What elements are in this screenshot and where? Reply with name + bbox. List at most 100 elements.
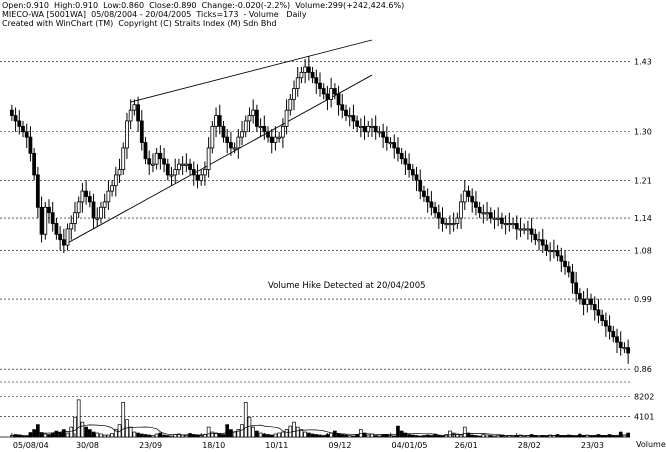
lower-trendline	[63, 74, 373, 246]
candle-body	[229, 142, 233, 149]
price-tick-label: 0.99	[634, 295, 652, 304]
date-tick-label: 05/08/04	[13, 441, 49, 450]
candle-body	[462, 190, 467, 203]
volume-bar	[273, 433, 278, 438]
volume-bar	[470, 434, 475, 438]
volume-bar	[106, 434, 111, 438]
volume-bar	[373, 435, 378, 438]
candle-body	[544, 244, 549, 251]
candle-body	[581, 298, 586, 305]
candle-body	[381, 131, 385, 138]
volume-bar	[392, 435, 397, 438]
chart-info-line-2: MIECO-WA [5001WA] 05/08/2004 - 20/04/200…	[2, 10, 307, 19]
volume-bar	[162, 434, 166, 438]
candle-body	[203, 169, 207, 176]
volume-bar	[474, 435, 478, 438]
price-tick-label: 1.30	[634, 128, 652, 137]
volume-bar	[537, 435, 541, 438]
candle-body	[269, 136, 274, 143]
candle-body	[225, 136, 230, 143]
candle-body	[492, 217, 497, 220]
candle-body	[251, 109, 256, 116]
candle-body	[455, 217, 460, 224]
volume-bar	[65, 432, 70, 438]
candle-body	[306, 66, 311, 73]
candle-body	[362, 125, 367, 133]
candle-body	[529, 228, 534, 235]
volume-bar	[384, 434, 389, 438]
volume-bar	[366, 434, 371, 438]
volume-bar	[615, 435, 619, 438]
volume-bar	[165, 435, 170, 438]
candle-body	[503, 223, 508, 226]
candle-body	[618, 341, 623, 349]
candle-body	[113, 174, 118, 187]
candle-body	[548, 250, 553, 253]
candle-body	[132, 104, 137, 111]
price-grid	[0, 61, 630, 383]
volume-bar	[503, 435, 508, 438]
volume-bar	[321, 435, 326, 438]
candle-body	[425, 196, 430, 203]
volume-bar	[13, 434, 18, 438]
candle-body	[125, 120, 129, 149]
volume-bar	[50, 432, 55, 438]
volume-bar	[559, 435, 564, 438]
volume-bar	[396, 425, 400, 438]
volume-bar	[600, 435, 604, 438]
volume-bar	[566, 434, 571, 438]
candle-body	[566, 266, 571, 273]
candle-body	[585, 298, 590, 305]
volume-bar	[522, 435, 527, 438]
volume-bar	[188, 433, 192, 438]
candle-body	[500, 217, 504, 224]
volume-bar	[462, 426, 467, 438]
volume-bar	[422, 435, 426, 438]
volume-bar	[139, 433, 144, 438]
candle-body	[266, 131, 270, 138]
candle-body	[299, 71, 304, 79]
volume-bar	[195, 434, 200, 438]
volume-bar	[381, 434, 385, 438]
date-tick-label: 10/11	[265, 441, 288, 450]
volume-tick-label: 4101	[634, 413, 654, 422]
candle-body	[177, 163, 181, 170]
volume-bar	[21, 435, 25, 438]
candle-body	[232, 147, 237, 150]
candle-body	[35, 174, 40, 208]
chart-info-line-3: Created with WinChart (TM) Copyright (C)…	[2, 19, 277, 28]
volume-bar	[518, 434, 523, 438]
volume-bar	[340, 434, 345, 438]
date-tick-label: 18/10	[202, 441, 225, 450]
volume-bar	[407, 434, 411, 438]
volume-axis-labels: 8202 4101 Volume	[634, 392, 666, 449]
volume-bar	[36, 424, 40, 438]
candle-body	[433, 206, 437, 214]
volume-bar	[43, 433, 48, 438]
candle-body	[106, 190, 111, 203]
candle-body	[596, 309, 601, 316]
volume-bar	[54, 430, 59, 438]
volume-grid	[0, 396, 630, 438]
candle-body	[73, 212, 77, 224]
date-tick-label: 28/02	[518, 441, 541, 450]
volume-bar	[281, 431, 285, 438]
candle-body	[143, 142, 148, 160]
candle-body	[570, 271, 575, 284]
volume-bar	[251, 426, 256, 438]
volume-bar	[143, 434, 148, 438]
candle-body	[318, 82, 322, 89]
volume-moving-average	[11, 424, 629, 436]
candle-body	[236, 136, 241, 149]
candle-body	[258, 125, 263, 128]
date-tick-label: 09/12	[328, 441, 351, 450]
candle-body	[555, 250, 560, 257]
volume-bar	[292, 421, 296, 438]
volume-bar	[277, 432, 281, 438]
volume-bar	[132, 431, 137, 438]
candle-body	[507, 223, 512, 226]
candle-body	[80, 190, 85, 203]
candle-body	[9, 109, 14, 116]
candle-body	[121, 147, 126, 170]
candle-body	[418, 179, 423, 192]
